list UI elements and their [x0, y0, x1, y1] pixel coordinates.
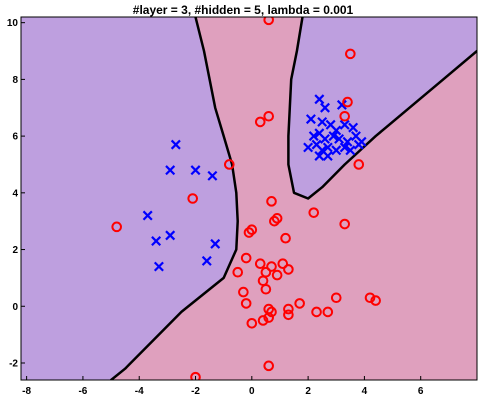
x-tick-label: -2: [191, 386, 200, 397]
x-marker: [170, 139, 181, 150]
decision-boundary-2: [287, 17, 477, 200]
o-marker: [254, 116, 266, 128]
x-marker: [314, 150, 325, 161]
x-marker: [336, 99, 347, 110]
x-tick-label: 0: [249, 386, 255, 397]
o-marker: [240, 298, 252, 309]
x-marker: [320, 133, 330, 144]
decision-boundary-1: [109, 17, 239, 380]
x-tick-label: 4: [362, 386, 368, 397]
x-marker: [165, 230, 176, 241]
o-marker: [111, 221, 123, 233]
o-marker: [263, 110, 275, 122]
x-marker: [317, 116, 328, 127]
o-marker: [187, 193, 199, 204]
chart-title: #layer = 3, #hidden = 5, lambda = 0.001: [133, 3, 354, 17]
x-marker: [328, 131, 339, 142]
y-tick-label: 2: [12, 245, 18, 256]
y-tick-label: -2: [9, 358, 18, 369]
o-marker: [263, 360, 275, 372]
o-marker: [345, 48, 356, 60]
x-marker: [151, 236, 162, 247]
o-marker: [257, 315, 269, 326]
x-marker: [153, 261, 164, 272]
o-marker: [260, 283, 272, 295]
x-tick-label: -8: [22, 386, 31, 397]
x-marker: [201, 255, 212, 266]
o-marker: [243, 227, 255, 238]
x-marker: [342, 136, 353, 147]
o-marker: [271, 269, 283, 281]
x-marker: [348, 122, 359, 133]
o-marker: [232, 266, 244, 278]
o-marker: [339, 218, 351, 230]
x-tick-label: 2: [305, 386, 311, 397]
o-marker: [263, 17, 275, 26]
o-marker: [330, 292, 342, 304]
o-marker: [277, 258, 289, 270]
o-marker: [263, 312, 275, 323]
o-marker: [266, 306, 277, 318]
plot-frame: [20, 16, 478, 381]
o-marker: [364, 292, 376, 304]
x-marker: [339, 119, 350, 130]
x-marker: [308, 131, 319, 142]
y-tick-label: 10: [7, 18, 19, 29]
y-tick-label: 6: [12, 132, 18, 143]
y-tick-label: 4: [12, 188, 18, 199]
o-marker: [266, 261, 277, 272]
x-marker: [190, 165, 201, 176]
class-o-region: [111, 17, 477, 380]
x-tick-label: -6: [78, 386, 87, 397]
o-marker: [238, 286, 249, 298]
o-marker: [280, 232, 291, 244]
o-marker: [283, 303, 294, 315]
x-marker: [331, 125, 342, 136]
o-marker: [246, 224, 258, 235]
o-marker: [190, 371, 201, 380]
x-marker: [165, 165, 176, 176]
o-marker: [339, 110, 351, 122]
x-marker: [339, 142, 350, 153]
o-marker: [269, 215, 280, 227]
x-marker: [331, 145, 342, 156]
x-marker: [353, 139, 364, 150]
o-marker: [271, 213, 283, 224]
x-marker: [334, 133, 345, 144]
o-marker: [294, 298, 305, 309]
o-marker: [254, 258, 266, 270]
o-marker: [308, 207, 320, 218]
x-marker: [320, 102, 330, 113]
y-tick-label: 8: [12, 75, 18, 86]
y-tick-label: 0: [12, 302, 18, 313]
x-marker: [207, 170, 218, 181]
o-marker: [223, 159, 235, 170]
x-marker: [303, 142, 314, 153]
o-marker: [353, 159, 365, 170]
o-marker: [370, 295, 381, 306]
o-marker: [311, 306, 322, 318]
o-marker: [266, 196, 277, 207]
o-marker: [322, 306, 334, 318]
x-marker: [345, 145, 356, 156]
x-tick-label: -4: [135, 386, 144, 397]
x-marker: [322, 150, 333, 161]
o-marker: [246, 317, 258, 329]
o-marker: [342, 96, 353, 108]
x-marker: [142, 210, 153, 221]
o-marker: [283, 309, 294, 321]
x-tick-label: 6: [418, 386, 424, 397]
x-marker: [322, 142, 333, 153]
x-marker: [314, 94, 325, 105]
o-marker: [283, 264, 294, 275]
x-marker: [305, 114, 316, 125]
x-marker: [210, 238, 221, 249]
o-marker: [240, 252, 252, 264]
